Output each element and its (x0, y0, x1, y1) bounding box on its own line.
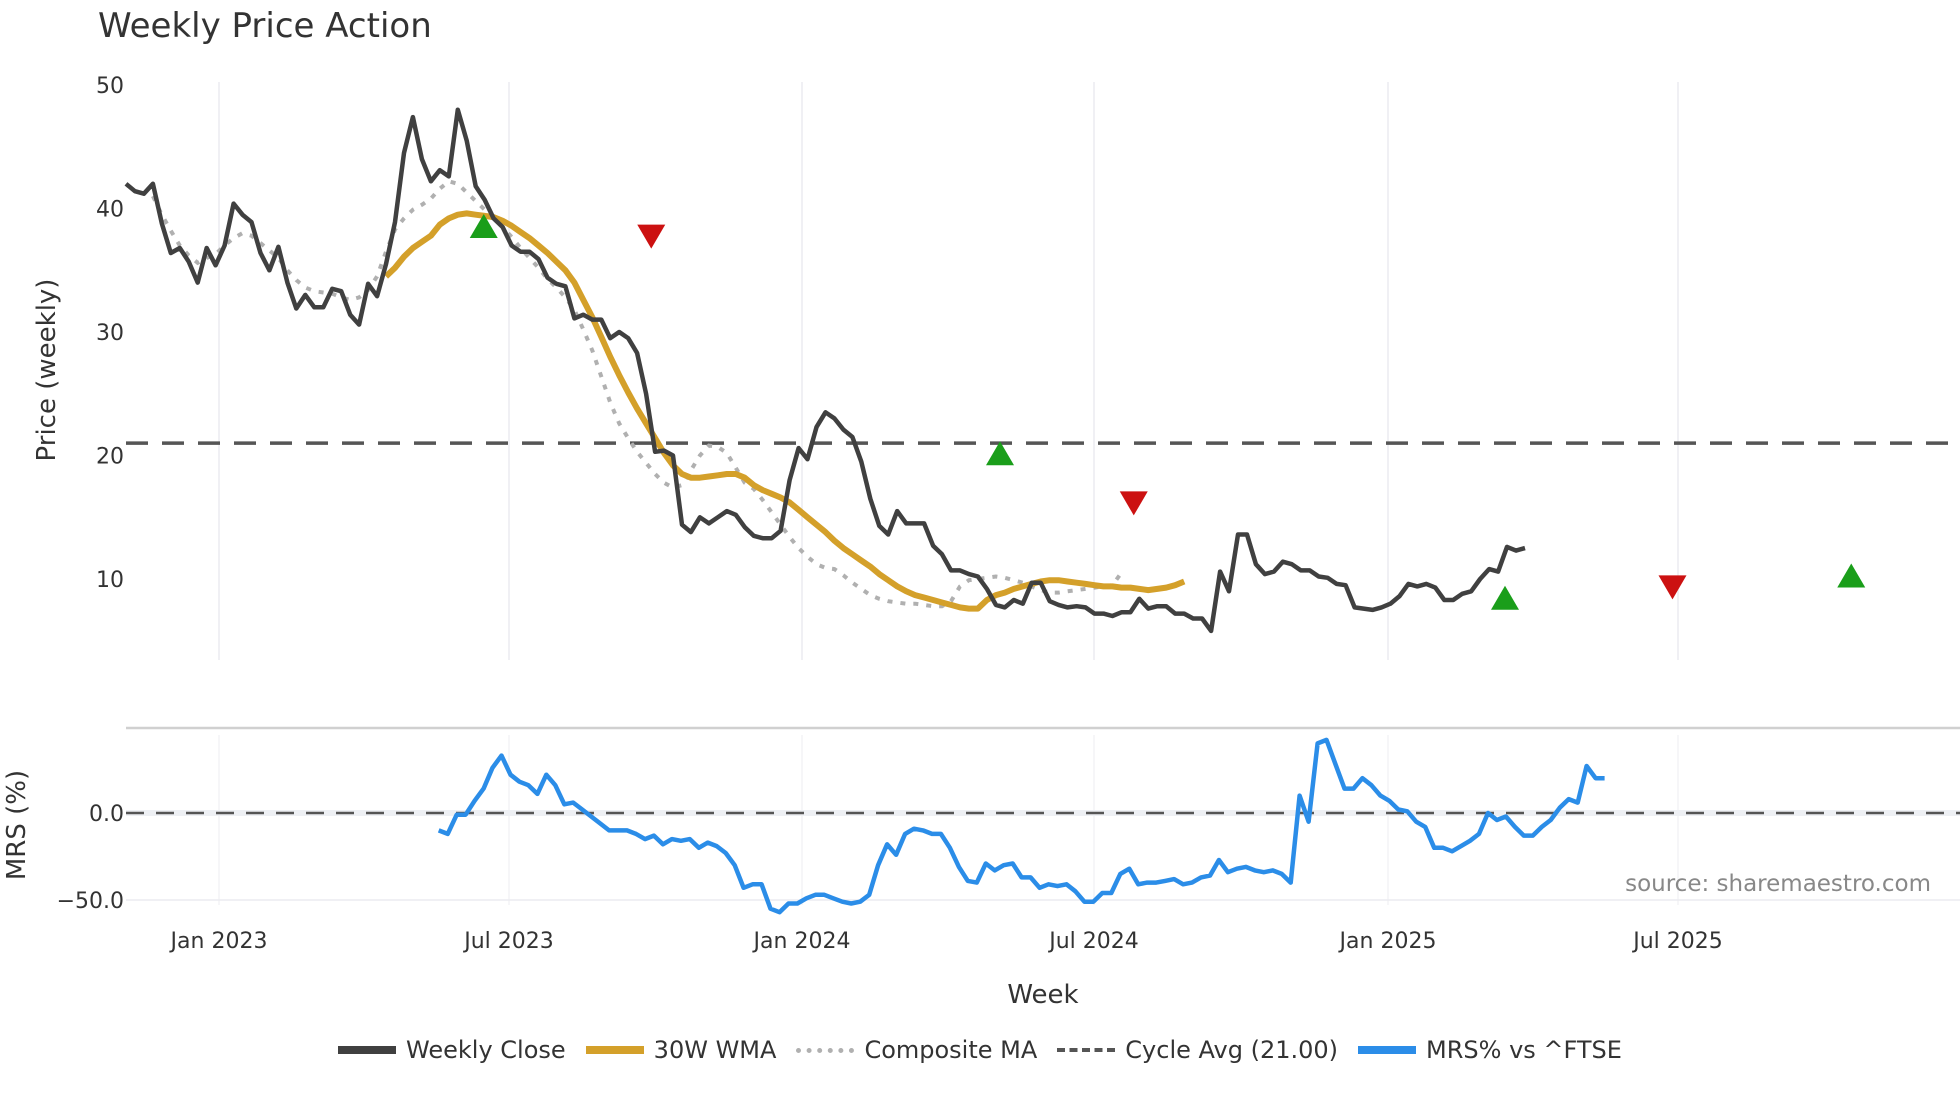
legend-label: 30W WMA (653, 1036, 777, 1064)
legend-item[interactable]: Composite MA (796, 1036, 1037, 1064)
legend-swatch-icon (796, 1047, 855, 1053)
x-axis-title: Week (1007, 980, 1078, 1010)
legend-label: Weekly Close (406, 1036, 566, 1064)
composite-ma-line (151, 179, 1124, 609)
sell-signal-down-triangle-icon (637, 224, 666, 249)
legend-item[interactable]: Weekly Close (338, 1036, 566, 1064)
legend-item[interactable]: Cycle Avg (21.00) (1057, 1036, 1338, 1064)
y-tick-label: 30 (96, 321, 124, 346)
y-tick-label: 40 (96, 198, 124, 223)
chart-title: Weekly Price Action (98, 6, 432, 46)
legend-swatch-icon (1057, 1048, 1116, 1052)
sell-signal-down-triangle-icon (1658, 575, 1687, 600)
legend-label: MRS% vs ^FTSE (1426, 1036, 1622, 1064)
buy-signal-up-triangle-icon (986, 441, 1014, 466)
legend-item[interactable]: 30W WMA (585, 1036, 777, 1064)
x-tick-label: Jul 2024 (1047, 929, 1139, 954)
x-tick-label: Jul 2023 (462, 929, 554, 954)
x-tick-label: Jan 2025 (1338, 929, 1437, 954)
legend-label: Composite MA (864, 1036, 1038, 1064)
price-axis-title: Price (weekly) (32, 279, 62, 462)
legend-label: Cycle Avg (21.00) (1125, 1036, 1339, 1064)
buy-signal-up-triangle-icon (1491, 585, 1519, 610)
source-label: source: sharemaestro.com (1625, 871, 1931, 897)
mrs-y-tick-label: −50.0 (57, 889, 124, 914)
legend-swatch-icon (338, 1046, 397, 1054)
y-tick-label: 20 (96, 445, 124, 470)
sell-signal-down-triangle-icon (1119, 491, 1148, 516)
x-tick-label: Jul 2025 (1631, 929, 1723, 954)
buy-signal-up-triangle-icon (469, 214, 498, 239)
legend-swatch-icon (1358, 1046, 1417, 1054)
mrs-y-tick-label: 0.0 (89, 802, 124, 827)
legend-item[interactable]: MRS% vs ^FTSE (1358, 1036, 1622, 1064)
mrs-axis-title: MRS (%) (2, 770, 32, 880)
x-tick-label: Jan 2023 (169, 929, 268, 954)
legend: Weekly Close 30W WMA Composite MA Cycle Avg… (0, 1036, 1960, 1064)
x-tick-label: Jan 2024 (752, 929, 851, 954)
buy-signal-up-triangle-icon (1837, 563, 1866, 588)
y-tick-label: 10 (96, 568, 124, 593)
wma-30w-line (383, 210, 1186, 612)
y-tick-label: 50 (96, 74, 124, 99)
weekly-close-line (124, 107, 1526, 634)
mrs-line (437, 737, 1605, 915)
legend-swatch-icon (585, 1046, 644, 1054)
